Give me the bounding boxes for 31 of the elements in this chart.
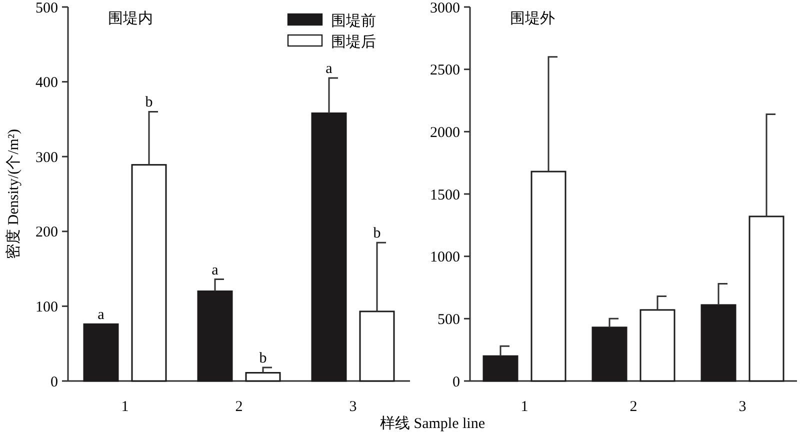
legend-label: 围堤后 bbox=[331, 33, 376, 50]
x-tick-label: 3 bbox=[738, 399, 746, 415]
y-tick-label: 500 bbox=[36, 0, 58, 16]
y-tick-label: 1500 bbox=[430, 187, 460, 204]
y-tick-label: 0 bbox=[452, 374, 460, 390]
annotation: a bbox=[212, 262, 219, 278]
y-tick-label: 300 bbox=[36, 150, 58, 166]
x-axis-title: 样线 Sample line bbox=[380, 415, 486, 432]
chart-title: 围堤内 bbox=[108, 10, 153, 27]
annotation: b bbox=[259, 350, 267, 367]
x-tick-label: 1 bbox=[520, 399, 528, 415]
y-tick-label: 400 bbox=[36, 75, 58, 92]
annotation: b bbox=[373, 226, 381, 242]
x-tick-label: 2 bbox=[630, 399, 638, 415]
y-tick-label: 2000 bbox=[430, 124, 460, 141]
x-tick-label: 2 bbox=[235, 399, 243, 415]
y-tick-label: 100 bbox=[36, 299, 58, 316]
x-tick-label: 1 bbox=[121, 399, 129, 415]
y-axis-title: 密度 Density/(个/m²) bbox=[5, 129, 22, 259]
annotation: a bbox=[326, 61, 333, 78]
y-tick-label: 3000 bbox=[430, 0, 460, 16]
x-tick-label: 3 bbox=[349, 399, 357, 415]
chart-title: 围堤外 bbox=[510, 10, 555, 27]
y-tick-label: 2500 bbox=[430, 62, 460, 79]
legend-label: 围堤前 bbox=[331, 12, 376, 30]
annotation: b bbox=[145, 94, 153, 111]
annotation: a bbox=[98, 307, 105, 324]
y-tick-label: 500 bbox=[438, 312, 460, 328]
y-tick-label: 200 bbox=[36, 224, 58, 241]
y-tick-label: 1000 bbox=[430, 250, 460, 266]
y-tick-label: 0 bbox=[50, 374, 58, 390]
